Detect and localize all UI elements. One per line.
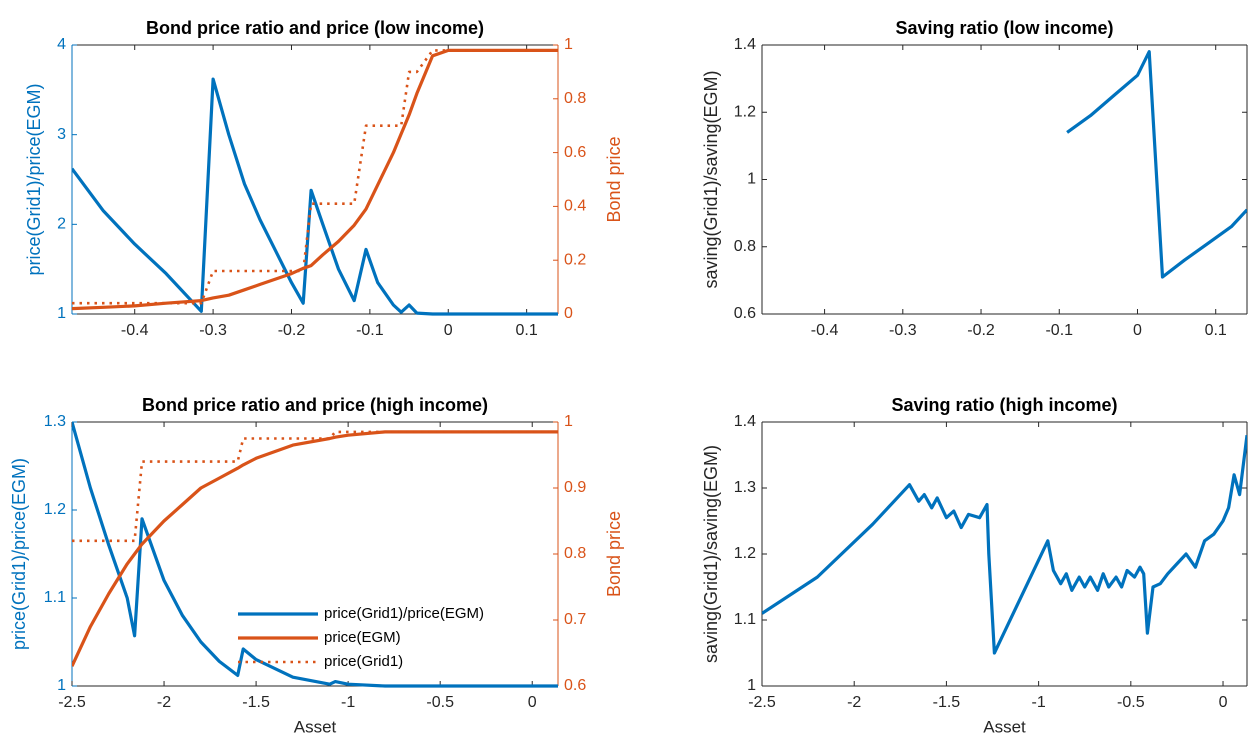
x-tick-label: -1.5 bbox=[933, 694, 961, 711]
x-axis-label: Asset bbox=[294, 717, 337, 736]
y-tick-label: 1.1 bbox=[734, 611, 756, 628]
legend-label: price(Grid1)/price(EGM) bbox=[324, 605, 484, 622]
data-line bbox=[72, 430, 558, 667]
plot-area bbox=[72, 45, 558, 314]
x-tick-label: 0.1 bbox=[516, 322, 538, 339]
y-tick-label: 0.8 bbox=[734, 238, 756, 255]
data-line bbox=[1066, 50, 1247, 279]
y2-tick-label: 0.6 bbox=[564, 144, 586, 161]
x-tick-label: -2 bbox=[847, 694, 861, 711]
x-tick-label: 0 bbox=[1133, 322, 1142, 339]
data-line bbox=[72, 77, 558, 316]
y-tick-label: 1.4 bbox=[734, 413, 756, 430]
y2-tick-label: 1 bbox=[564, 36, 573, 53]
y-tick-label: 1 bbox=[57, 305, 66, 322]
y-tick-label: 1.2 bbox=[44, 501, 66, 518]
x-tick-label: -0.2 bbox=[278, 322, 306, 339]
x-tick-label: -1 bbox=[341, 694, 355, 711]
subplot: -0.4 -0.3 -0.2 -0.1 0 0.1 0.6 0.8 1 1.2 1.4 Saving … bbox=[701, 18, 1248, 339]
x-tick-label: -2.5 bbox=[748, 694, 776, 711]
y2-tick-label: 0.2 bbox=[564, 251, 586, 268]
x-tick-label: -0.1 bbox=[1045, 322, 1073, 339]
y-tick-label: 1.2 bbox=[734, 103, 756, 120]
lines bbox=[72, 48, 558, 316]
x-tick-label: 0.1 bbox=[1205, 322, 1227, 339]
lines bbox=[72, 421, 558, 688]
subplot: -2.5 -2 -1.5 -1 -0.5 0 1 1.1 1.2 1.3 1.4 Saving rat… bbox=[701, 395, 1248, 736]
y2-axis-label: Bond price bbox=[604, 136, 624, 222]
y2-axis-label: Bond price bbox=[604, 511, 624, 597]
plot-area bbox=[762, 45, 1247, 314]
y2-tick-label: 0.7 bbox=[564, 611, 586, 628]
y-tick-label: 1.1 bbox=[44, 589, 66, 606]
y-axis-label: price(Grid1)/price(EGM) bbox=[9, 458, 29, 650]
chart-title: Saving ratio (high income) bbox=[891, 395, 1117, 415]
x-tick-label: 0 bbox=[444, 322, 453, 339]
y2-tick-label: 0.4 bbox=[564, 198, 586, 215]
y-tick-label: 1.4 bbox=[734, 36, 756, 53]
y-axis-label: saving(Grid1)/saving(EGM) bbox=[701, 70, 721, 288]
chart-title: Bond price ratio and price (high income) bbox=[142, 395, 488, 415]
x-tick-label: -0.3 bbox=[889, 322, 917, 339]
x-tick-label: 0 bbox=[1219, 694, 1228, 711]
data-line bbox=[72, 421, 558, 688]
lines bbox=[762, 435, 1247, 655]
y2-tick-label: 0.6 bbox=[564, 677, 586, 694]
data-line bbox=[762, 435, 1247, 655]
legend-label: price(Grid1) bbox=[324, 653, 403, 670]
x-tick-label: -0.2 bbox=[967, 322, 995, 339]
y-tick-label: 1.2 bbox=[734, 545, 756, 562]
y-tick-label: 1 bbox=[747, 677, 756, 694]
x-tick-label: -1 bbox=[1031, 694, 1045, 711]
y-tick-label: 2 bbox=[57, 216, 66, 233]
y2-tick-label: 1 bbox=[564, 413, 573, 430]
y-tick-label: 1 bbox=[747, 171, 756, 188]
x-tick-label: -0.4 bbox=[121, 322, 149, 339]
y-tick-label: 0.6 bbox=[734, 305, 756, 322]
y-axis-label: price(Grid1)/price(EGM) bbox=[24, 83, 44, 275]
x-tick-label: -0.4 bbox=[811, 322, 839, 339]
lines bbox=[1066, 50, 1247, 279]
subplot: -2.5 -2 -1.5 -1 -0.5 0 1 1.1 1.2 1.3 0.6 0.7 0.8 0.9 1… bbox=[9, 395, 624, 737]
x-tick-label: -2.5 bbox=[58, 694, 86, 711]
chart-title: Saving ratio (low income) bbox=[895, 18, 1113, 38]
y2-tick-label: 0.9 bbox=[564, 479, 586, 496]
x-tick-label: -1.5 bbox=[242, 694, 270, 711]
y2-tick-label: 0.8 bbox=[564, 545, 586, 562]
y-tick-label: 1 bbox=[57, 677, 66, 694]
y-tick-label: 1.3 bbox=[44, 413, 66, 430]
legend-label: price(EGM) bbox=[324, 629, 401, 646]
x-tick-label: -0.3 bbox=[199, 322, 227, 339]
plot-area bbox=[72, 422, 558, 686]
x-tick-label: -0.5 bbox=[426, 694, 454, 711]
data-line bbox=[72, 48, 558, 311]
y2-tick-label: 0 bbox=[564, 305, 573, 322]
plot-area bbox=[762, 422, 1247, 686]
y-tick-label: 4 bbox=[57, 36, 66, 53]
x-tick-label: 0 bbox=[528, 694, 537, 711]
chart-title: Bond price ratio and price (low income) bbox=[146, 18, 484, 38]
y-tick-label: 3 bbox=[57, 126, 66, 143]
x-tick-label: -2 bbox=[157, 694, 171, 711]
subplot: -0.4 -0.3 -0.2 -0.1 0 0.1 1 2 3 4 0 0.2 0.4 0.6 0.8 1 Bo… bbox=[24, 18, 624, 339]
y-tick-label: 1.3 bbox=[734, 479, 756, 496]
x-axis-label: Asset bbox=[983, 717, 1026, 736]
x-tick-label: -0.5 bbox=[1117, 694, 1145, 711]
y-axis-label: saving(Grid1)/saving(EGM) bbox=[701, 445, 721, 663]
x-tick-label: -0.1 bbox=[356, 322, 384, 339]
y2-tick-label: 0.8 bbox=[564, 90, 586, 107]
